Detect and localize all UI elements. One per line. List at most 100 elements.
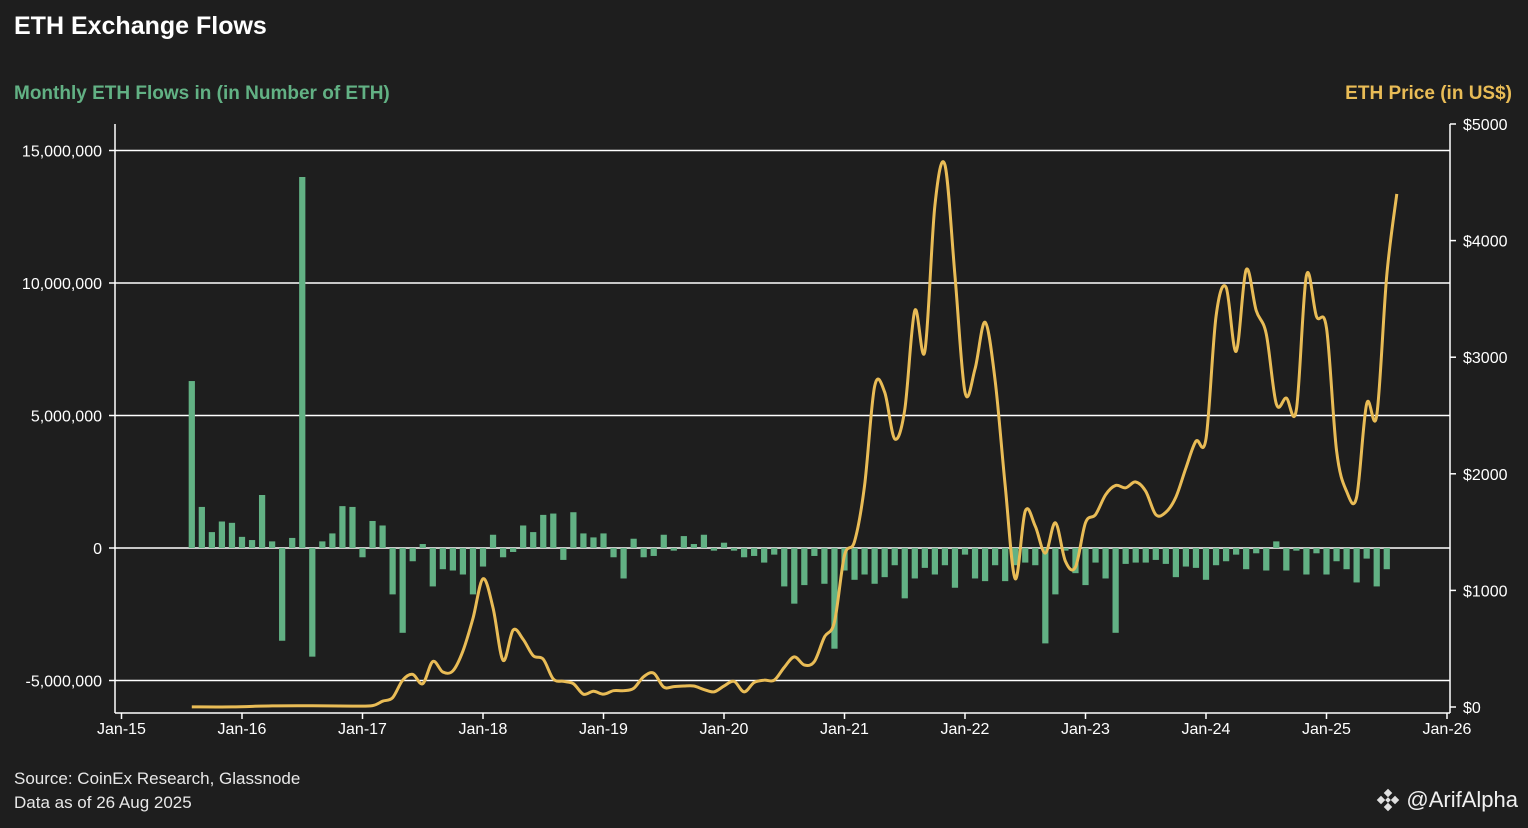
flow-bar <box>1233 548 1240 555</box>
flow-bar <box>269 541 276 549</box>
flow-bar <box>1072 548 1079 574</box>
flow-bar <box>339 506 346 548</box>
flow-bar <box>510 548 517 552</box>
flow-bar <box>1303 548 1310 575</box>
flow-bar <box>1263 548 1270 571</box>
right-tick-label: $4000 <box>1463 234 1508 251</box>
right-tick-label: $3000 <box>1463 350 1508 367</box>
flow-bar <box>720 542 728 548</box>
flow-bar <box>640 548 647 558</box>
flow-bar <box>1062 548 1069 551</box>
right-tick-label: $2000 <box>1463 467 1508 484</box>
left-tick-label: 0 <box>93 541 102 558</box>
flow-bar <box>1052 548 1059 595</box>
flow-bar <box>198 506 205 548</box>
x-tick-label: Jan-23 <box>1061 721 1110 738</box>
flow-bar <box>349 506 356 548</box>
flow-bar <box>951 548 959 588</box>
right-axis-title: ETH Price (in US$) <box>1345 83 1512 104</box>
flow-bar <box>1313 548 1320 554</box>
flow-bar <box>690 544 697 548</box>
flow-bar <box>1293 548 1300 551</box>
flow-bar <box>1202 548 1210 580</box>
flow-bar <box>600 533 607 548</box>
x-tick-label: Jan-22 <box>941 721 990 738</box>
flow-bar <box>1132 548 1139 563</box>
flow-bar <box>580 533 587 548</box>
flow-bar <box>1032 548 1039 566</box>
flow-bar <box>1283 548 1290 571</box>
flow-bar <box>650 548 657 556</box>
flow-bar <box>630 538 637 548</box>
flow-bar <box>992 548 999 566</box>
flow-bar <box>861 548 868 575</box>
flow-bar <box>931 548 938 575</box>
left-tick-label: 5,000,000 <box>31 409 102 426</box>
flow-bar <box>1383 548 1390 570</box>
flow-bar <box>590 537 597 548</box>
flow-bar <box>319 541 326 549</box>
flow-bar <box>670 548 677 551</box>
brand-credit: @ArifAlpha <box>1376 787 1518 813</box>
flow-bar <box>961 548 969 555</box>
flow-bar <box>208 532 215 548</box>
flow-bar <box>359 548 366 558</box>
flow-bar <box>299 177 306 548</box>
flow-bar <box>1273 541 1280 549</box>
flow-bar <box>710 548 718 551</box>
flow-bar <box>620 548 627 579</box>
flow-bar <box>1212 548 1220 566</box>
flow-bar <box>801 548 808 586</box>
flow-bar <box>520 525 527 548</box>
flow-bar <box>730 548 738 551</box>
flow-bar <box>550 513 557 548</box>
flow-bar <box>449 548 456 571</box>
flow-bar <box>1102 548 1109 579</box>
flow-bar <box>781 548 788 587</box>
flow-bar <box>771 548 778 555</box>
flow-bar <box>1112 548 1119 633</box>
x-tick-label: Jan-24 <box>1182 721 1231 738</box>
flow-bar <box>389 548 396 595</box>
flow-bar <box>660 534 667 548</box>
binance-diamond-icon <box>1377 788 1400 812</box>
x-tick-label: Jan-15 <box>97 721 146 738</box>
x-tick-label: Jan-18 <box>459 721 508 738</box>
flow-bar <box>851 548 858 580</box>
flow-bar <box>821 548 828 584</box>
flow-bar <box>369 520 376 548</box>
x-tick-label: Jan-26 <box>1423 721 1472 738</box>
flow-bar <box>791 548 798 604</box>
flow-bar <box>891 548 898 566</box>
data-date-text: Data as of 26 Aug 2025 <box>14 793 192 812</box>
flow-bar <box>610 548 617 558</box>
flow-bar <box>258 495 266 548</box>
flow-bar <box>399 548 406 633</box>
flow-bar <box>459 548 467 575</box>
flow-bar <box>751 548 758 556</box>
flow-bar <box>379 525 386 548</box>
flow-bar <box>218 521 226 548</box>
flow-bar <box>680 536 687 548</box>
flow-bar <box>831 548 838 649</box>
flow-bars <box>188 177 1390 657</box>
x-tick-label: Jan-17 <box>338 721 387 738</box>
flow-bar <box>279 548 286 641</box>
flow-bar <box>439 548 446 570</box>
flow-bar <box>329 533 336 548</box>
x-tick-label: Jan-16 <box>218 721 267 738</box>
flow-bar <box>1363 548 1370 559</box>
flow-bar <box>1082 548 1089 586</box>
left-tick-label: -5,000,000 <box>25 674 102 691</box>
brand-handle: @ArifAlpha <box>1406 787 1518 812</box>
flow-bar <box>1253 548 1260 554</box>
flow-bar <box>1222 548 1230 562</box>
flow-bar <box>479 548 487 567</box>
flow-bar <box>188 381 195 548</box>
flow-bar <box>1323 548 1330 575</box>
flow-bar <box>1373 548 1380 587</box>
flow-bar <box>309 548 316 657</box>
price-line-path <box>191 160 1399 709</box>
flow-bar <box>871 548 878 584</box>
